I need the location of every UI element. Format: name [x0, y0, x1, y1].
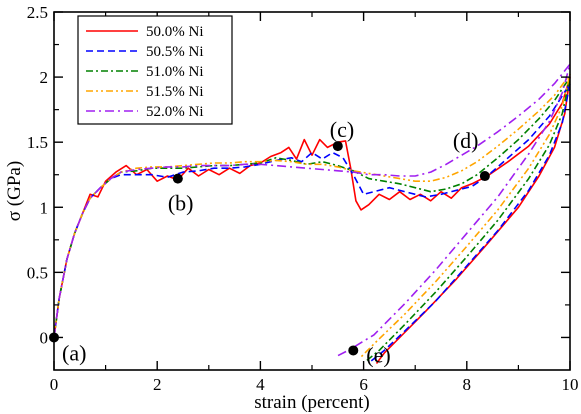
y-axis-title: σ (GPa): [4, 161, 25, 221]
y-tick-label: 1.5: [27, 133, 48, 152]
legend-label-3: 51.5% Ni: [146, 84, 204, 100]
y-tick-label: 1: [40, 198, 49, 217]
annotation-dot: [49, 332, 59, 343]
markers-layer: (a) (b) (c) (d) (e): [49, 117, 490, 367]
x-tick-label: 10: [562, 375, 579, 394]
annotation-dot: [348, 345, 359, 356]
x-axis-title: strain (percent): [254, 392, 370, 413]
y-tick-label: 0: [40, 328, 49, 347]
x-tick-label: 2: [153, 375, 162, 394]
x-tick-label: 4: [256, 375, 265, 394]
x-tick-label: 8: [463, 375, 472, 394]
series-line-3: [53, 73, 571, 358]
annotation-label: (a): [62, 340, 86, 365]
x-tick-label: 0: [50, 375, 59, 394]
annotation-label: (d): [453, 128, 479, 153]
series-line-2: [53, 76, 571, 362]
ticks-layer: 0 2 4 6 8 10 0 0.5 1 1.5 2 2.5: [27, 3, 579, 394]
legend-box: [77, 15, 233, 125]
legend-label-0: 50.0% Ni: [146, 24, 204, 40]
legend: 50.0% Ni 50.5% Ni 51.0% Ni 51.5% Ni 52.0% Ni: [77, 15, 233, 125]
annotation-label: (c): [330, 117, 354, 142]
x-tick-label: 6: [359, 375, 368, 394]
annotation-label: (e): [366, 342, 390, 367]
y-tick-label: 2: [40, 68, 49, 87]
legend-label-4: 52.0% Ni: [146, 104, 204, 120]
y-tick-label: 0.5: [27, 263, 48, 282]
annotation-dot: [479, 171, 490, 182]
series-line-1: [53, 82, 571, 362]
legend-label-1: 50.5% Ni: [146, 44, 204, 60]
series-line-4: [53, 63, 571, 358]
annotation-dot: [332, 141, 343, 152]
annotation-label: (b): [168, 191, 194, 216]
annotation-dot: [172, 173, 183, 184]
y-tick-label: 2.5: [27, 3, 48, 22]
legend-label-2: 51.0% Ni: [146, 64, 204, 80]
